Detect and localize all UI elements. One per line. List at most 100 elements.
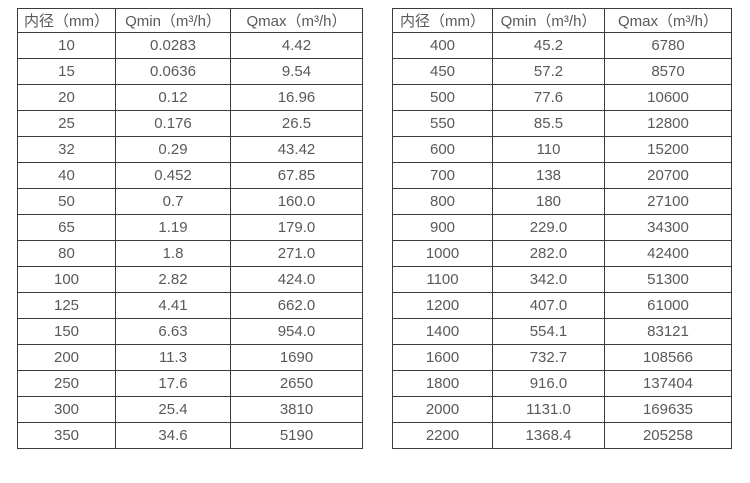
table-cell: 500 (392, 84, 493, 111)
table-cell: 67.85 (230, 162, 363, 189)
table-cell: 179.0 (230, 214, 363, 241)
table-cell: 8570 (604, 58, 732, 85)
table-cell: 12800 (604, 110, 732, 137)
table-cell: 1000 (392, 240, 493, 267)
table-cell: 1.19 (115, 214, 231, 241)
table-cell: 0.29 (115, 136, 231, 163)
table-row: 32 0.29 43.42 (17, 136, 363, 163)
table-cell: 916.0 (492, 370, 605, 397)
table-cell: 1131.0 (492, 396, 605, 423)
table-row: 700 138 20700 (392, 162, 732, 189)
table-cell: 4.41 (115, 292, 231, 319)
table-cell: 9.54 (230, 58, 363, 85)
table-cell: 350 (17, 422, 116, 449)
table-row: 50 0.7 160.0 (17, 188, 363, 215)
table-row: 1100 342.0 51300 (392, 266, 732, 293)
table-cell: 51300 (604, 266, 732, 293)
table-cell: 138 (492, 162, 605, 189)
table-row: 150 6.63 954.0 (17, 318, 363, 345)
table-row: 25 0.176 26.5 (17, 110, 363, 137)
table-cell: 11.3 (115, 344, 231, 371)
table-cell: 34.6 (115, 422, 231, 449)
table-cell: 1368.4 (492, 422, 605, 449)
table-row: 1000 282.0 42400 (392, 240, 732, 267)
table-cell: 0.7 (115, 188, 231, 215)
table-row: 300 25.4 3810 (17, 396, 363, 423)
table-row: 250 17.6 2650 (17, 370, 363, 397)
table-row: 800 180 27100 (392, 188, 732, 215)
table-cell: 80 (17, 240, 116, 267)
table-cell: 17.6 (115, 370, 231, 397)
table-cell: 169635 (604, 396, 732, 423)
column-header: Qmax（m³/h） (604, 8, 732, 33)
table-cell: 2200 (392, 422, 493, 449)
table-cell: 15200 (604, 136, 732, 163)
table-cell: 42400 (604, 240, 732, 267)
table-row: 450 57.2 8570 (392, 58, 732, 85)
table-cell: 271.0 (230, 240, 363, 267)
table-row: 125 4.41 662.0 (17, 292, 363, 319)
table-row: 65 1.19 179.0 (17, 214, 363, 241)
table-cell: 50 (17, 188, 116, 215)
table-cell: 700 (392, 162, 493, 189)
table-row: 550 85.5 12800 (392, 110, 732, 137)
table-cell: 0.12 (115, 84, 231, 111)
table-cell: 2000 (392, 396, 493, 423)
table-cell: 342.0 (492, 266, 605, 293)
table-cell: 662.0 (230, 292, 363, 319)
table-row: 2000 1131.0 169635 (392, 396, 732, 423)
table-row: 200 11.3 1690 (17, 344, 363, 371)
table-row: 2200 1368.4 205258 (392, 422, 732, 449)
table-cell: 0.176 (115, 110, 231, 137)
table-cell: 600 (392, 136, 493, 163)
table-cell: 1690 (230, 344, 363, 371)
table-cell: 125 (17, 292, 116, 319)
table-cell: 1600 (392, 344, 493, 371)
table-row: 600 110 15200 (392, 136, 732, 163)
table-cell: 300 (17, 396, 116, 423)
table-cell: 77.6 (492, 84, 605, 111)
table-cell: 40 (17, 162, 116, 189)
table-cell: 26.5 (230, 110, 363, 137)
table-cell: 45.2 (492, 32, 605, 59)
table-row: 100 2.82 424.0 (17, 266, 363, 293)
table-row: 1200 407.0 61000 (392, 292, 732, 319)
table-row: 350 34.6 5190 (17, 422, 363, 449)
table-cell: 110 (492, 136, 605, 163)
table-cell: 1800 (392, 370, 493, 397)
table-cell: 25 (17, 110, 116, 137)
table-cell: 954.0 (230, 318, 363, 345)
table-cell: 550 (392, 110, 493, 137)
flow-rate-tables: 内径（mm） Qmin（m³/h） Qmax（m³/h） 10 0.0283 4.42 1… (17, 8, 732, 449)
table-cell: 732.7 (492, 344, 605, 371)
table-cell: 450 (392, 58, 493, 85)
header-row: 内径（mm） Qmin（m³/h） Qmax（m³/h） (17, 8, 363, 33)
table-cell: 900 (392, 214, 493, 241)
table-row: 900 229.0 34300 (392, 214, 732, 241)
table-cell: 1400 (392, 318, 493, 345)
table-cell: 10 (17, 32, 116, 59)
flow-rate-table-left: 内径（mm） Qmin（m³/h） Qmax（m³/h） 10 0.0283 4.42 1… (17, 8, 363, 449)
table-cell: 554.1 (492, 318, 605, 345)
table-cell: 20 (17, 84, 116, 111)
table-row: 15 0.0636 9.54 (17, 58, 363, 85)
table-cell: 1100 (392, 266, 493, 293)
table-cell: 137404 (604, 370, 732, 397)
table-cell: 6.63 (115, 318, 231, 345)
table-row: 1400 554.1 83121 (392, 318, 732, 345)
table-row: 10 0.0283 4.42 (17, 32, 363, 59)
table-row: 40 0.452 67.85 (17, 162, 363, 189)
table-row: 500 77.6 10600 (392, 84, 732, 111)
table-cell: 200 (17, 344, 116, 371)
table-cell: 57.2 (492, 58, 605, 85)
table-cell: 250 (17, 370, 116, 397)
table-cell: 43.42 (230, 136, 363, 163)
table-cell: 1.8 (115, 240, 231, 267)
table-row: 20 0.12 16.96 (17, 84, 363, 111)
table-cell: 108566 (604, 344, 732, 371)
table-cell: 282.0 (492, 240, 605, 267)
table-cell: 27100 (604, 188, 732, 215)
table-row: 400 45.2 6780 (392, 32, 732, 59)
table-cell: 5190 (230, 422, 363, 449)
flow-rate-table-right: 内径（mm） Qmin（m³/h） Qmax（m³/h） 400 45.2 6780 45… (392, 8, 732, 449)
